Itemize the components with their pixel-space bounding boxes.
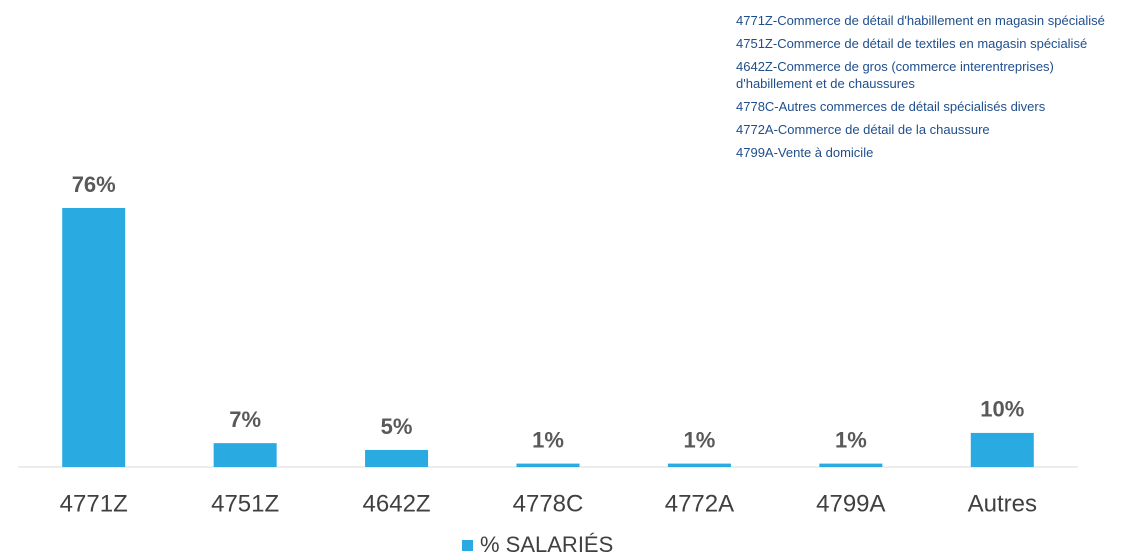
annotation: 4771Z-Commerce de détail d'habillement e… <box>736 13 1105 28</box>
value-label: 1% <box>684 427 716 452</box>
bar <box>213 443 277 467</box>
value-label: 1% <box>532 427 564 452</box>
x-tick-label: 4771Z <box>60 490 128 517</box>
legend-label: % SALARIÉS <box>480 532 613 556</box>
legend-swatch <box>462 540 473 551</box>
x-tick-label: 4772A <box>665 490 734 517</box>
value-label: 5% <box>381 414 413 439</box>
annotations: 4771Z-Commerce de détail d'habillement e… <box>736 12 1128 167</box>
bar <box>62 208 126 467</box>
x-tick-label: 4778C <box>513 490 584 517</box>
value-label: 10% <box>980 397 1024 422</box>
bar <box>365 449 429 467</box>
annotation: 4751Z-Commerce de détail de textiles en … <box>736 36 1088 51</box>
bar <box>819 463 883 467</box>
annotation: 4778C-Autres commerces de détail spécial… <box>736 99 1046 114</box>
value-label: 76% <box>72 172 116 197</box>
x-tick-label: Autres <box>968 490 1037 517</box>
x-tick-label: 4751Z <box>211 490 279 517</box>
bar <box>970 432 1034 467</box>
annotation: 4642Z-Commerce de gros (commerce interen… <box>736 59 1054 91</box>
annotation: 4799A-Vente à domicile <box>736 145 874 160</box>
annotation: 4772A-Commerce de détail de la chaussure <box>736 122 990 137</box>
bar <box>667 463 731 467</box>
value-label: 1% <box>835 427 867 452</box>
value-label: 7% <box>229 407 261 432</box>
bar <box>516 463 580 467</box>
x-tick-label: 4799A <box>816 490 885 517</box>
x-tick-label: 4642Z <box>363 490 431 517</box>
